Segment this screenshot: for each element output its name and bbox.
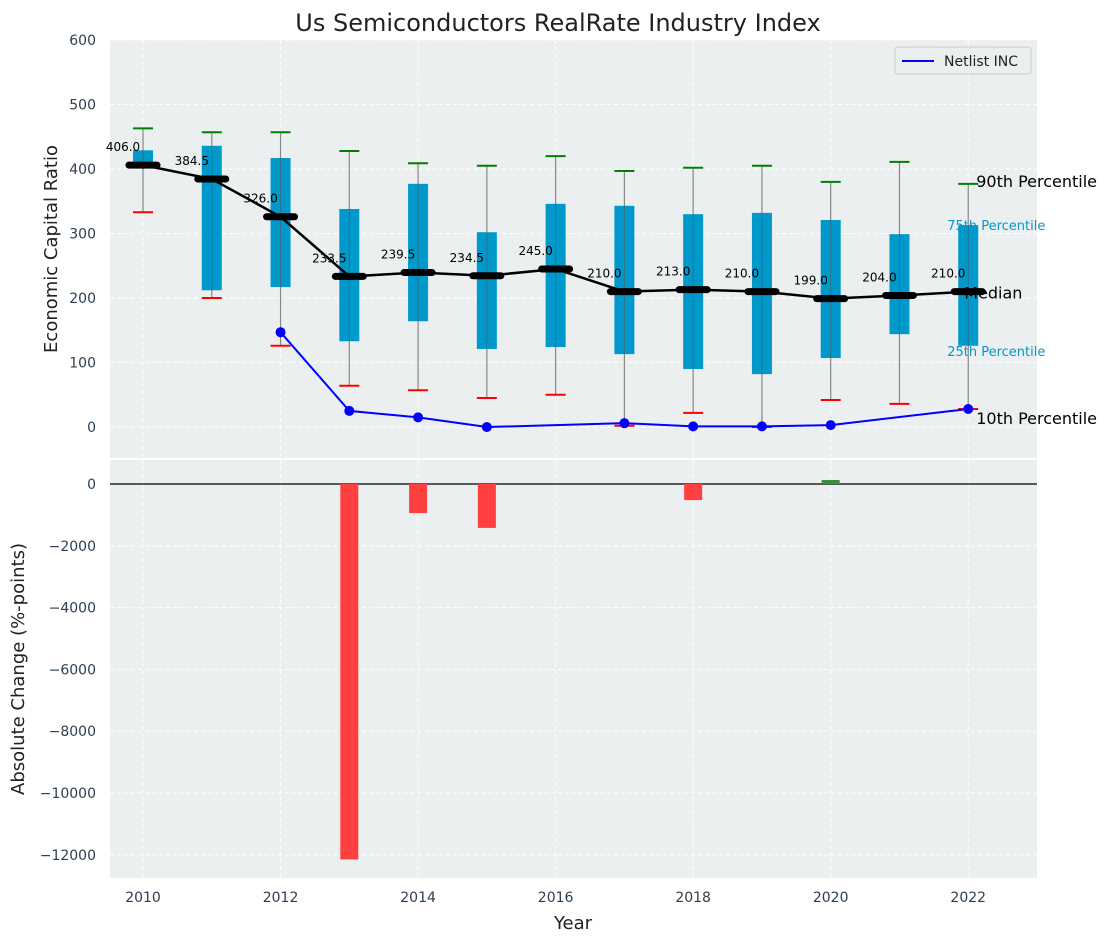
- x-axis-label: Year: [553, 913, 593, 934]
- median-value-label: 245.0: [518, 244, 552, 258]
- change-bar: [821, 479, 840, 485]
- annotation-90th-percentile: 90th Percentile: [976, 172, 1097, 191]
- change-bar: [340, 484, 359, 860]
- top-y-tick-label: 600: [69, 33, 96, 49]
- x-tick-label: 2016: [538, 890, 574, 906]
- bottom-y-tick-label: 0: [87, 477, 96, 493]
- netlist-point: [619, 418, 630, 429]
- median-value-label: 234.5: [450, 251, 484, 265]
- netlist-point: [413, 412, 424, 423]
- median-value-label: 239.5: [381, 248, 415, 262]
- netlist-point: [825, 420, 836, 431]
- netlist-point: [275, 327, 286, 338]
- median-value-label: 406.0: [106, 140, 140, 154]
- x-tick-label: 2020: [813, 890, 849, 906]
- change-bar: [477, 484, 496, 528]
- bottom-y-tick-label: −12000: [40, 848, 96, 864]
- netlist-point: [963, 403, 974, 414]
- x-tick-label: 2012: [263, 890, 299, 906]
- median-value-label: 384.5: [175, 154, 209, 168]
- netlist-point: [688, 421, 699, 432]
- top-y-tick-label: 0: [87, 420, 96, 436]
- top-plot-area: [110, 40, 1037, 458]
- top-y-tick-label: 200: [69, 291, 96, 307]
- x-tick-label: 2018: [675, 890, 711, 906]
- top-y-tick-label: 500: [69, 98, 96, 114]
- median-value-label: 210.0: [931, 267, 965, 281]
- chart-title: Us Semiconductors RealRate Industry Inde…: [295, 9, 820, 37]
- annotation-25th-percentile: 25th Percentile: [947, 345, 1045, 360]
- median-value-label: 213.0: [656, 265, 690, 279]
- change-bar: [684, 484, 703, 501]
- netlist-point: [756, 421, 767, 432]
- x-tick-label: 2022: [950, 890, 986, 906]
- top-y-tick-label: 100: [69, 356, 96, 372]
- bottom-y-tick-label: −6000: [49, 662, 96, 678]
- legend: Netlist INC: [894, 46, 1032, 75]
- x-tick-label: 2010: [125, 890, 161, 906]
- bottom-y-tick-label: −10000: [40, 786, 96, 802]
- top-y-axis-label: Economic Capital Ratio: [41, 145, 62, 353]
- bottom-y-tick-label: −8000: [49, 724, 96, 740]
- top-y-tick-label: 400: [69, 162, 96, 178]
- median-value-label: 326.0: [243, 192, 277, 206]
- annotation-10th-percentile: 10th Percentile: [976, 409, 1097, 428]
- median-value-label: 233.5: [312, 251, 346, 265]
- median-value-label: 204.0: [862, 270, 896, 284]
- netlist-point: [481, 422, 492, 433]
- change-bar: [409, 484, 428, 514]
- legend-label-netlist: Netlist INC: [944, 54, 1018, 70]
- median-value-label: 199.0: [794, 274, 828, 288]
- annotation-median: Median: [964, 284, 1022, 303]
- median-value-label: 210.0: [725, 267, 759, 281]
- top-y-tick-label: 300: [69, 227, 96, 243]
- netlist-point: [344, 405, 355, 416]
- bottom-y-tick-label: −2000: [49, 539, 96, 555]
- median-value-label: 210.0: [587, 267, 621, 281]
- x-tick-label: 2014: [400, 890, 436, 906]
- bottom-y-axis-label: Absolute Change (%-points): [8, 543, 29, 795]
- bottom-y-tick-label: −4000: [49, 601, 96, 617]
